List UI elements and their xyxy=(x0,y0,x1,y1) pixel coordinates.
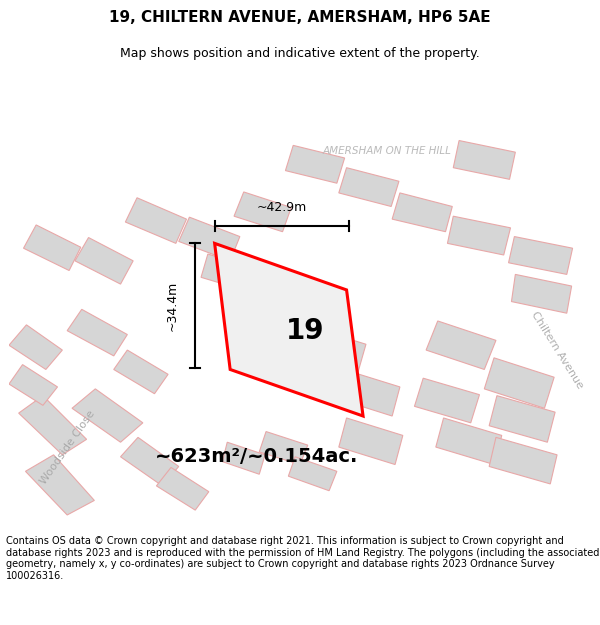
Polygon shape xyxy=(227,289,283,326)
Text: 19, CHILTERN AVENUE, AMERSHAM, HP6 5AE: 19, CHILTERN AVENUE, AMERSHAM, HP6 5AE xyxy=(109,9,491,24)
Polygon shape xyxy=(157,468,209,510)
Polygon shape xyxy=(75,238,133,284)
Polygon shape xyxy=(426,321,496,369)
Polygon shape xyxy=(339,418,403,464)
Polygon shape xyxy=(436,418,502,464)
Polygon shape xyxy=(273,306,326,343)
Polygon shape xyxy=(259,431,308,464)
Polygon shape xyxy=(453,141,515,179)
Polygon shape xyxy=(509,237,572,274)
Text: Map shows position and indicative extent of the property.: Map shows position and indicative extent… xyxy=(120,47,480,60)
Polygon shape xyxy=(223,442,265,474)
Polygon shape xyxy=(289,457,337,491)
Polygon shape xyxy=(415,378,479,423)
Polygon shape xyxy=(308,329,366,371)
Polygon shape xyxy=(337,369,400,416)
Text: AMERSHAM ON THE HILL: AMERSHAM ON THE HILL xyxy=(323,146,452,156)
Polygon shape xyxy=(25,455,94,515)
Polygon shape xyxy=(392,193,452,232)
Text: 19: 19 xyxy=(286,317,324,344)
Polygon shape xyxy=(179,217,240,261)
Text: ~34.4m: ~34.4m xyxy=(166,281,178,331)
Polygon shape xyxy=(67,309,127,356)
Polygon shape xyxy=(114,350,168,394)
Polygon shape xyxy=(9,364,58,406)
Text: Contains OS data © Crown copyright and database right 2021. This information is : Contains OS data © Crown copyright and d… xyxy=(6,536,599,581)
Polygon shape xyxy=(125,198,187,243)
Polygon shape xyxy=(23,225,81,271)
Polygon shape xyxy=(489,438,557,484)
Polygon shape xyxy=(448,216,511,255)
Polygon shape xyxy=(484,358,554,408)
Polygon shape xyxy=(9,325,62,369)
Polygon shape xyxy=(215,243,363,416)
Polygon shape xyxy=(19,396,86,455)
Polygon shape xyxy=(121,438,179,486)
Polygon shape xyxy=(339,168,399,206)
Polygon shape xyxy=(286,146,344,183)
Polygon shape xyxy=(234,192,291,232)
Polygon shape xyxy=(201,254,256,292)
Text: Woodside Close: Woodside Close xyxy=(38,408,97,486)
Text: ~42.9m: ~42.9m xyxy=(256,201,307,214)
Polygon shape xyxy=(72,389,143,442)
Polygon shape xyxy=(511,274,572,313)
Text: ~623m²/~0.154ac.: ~623m²/~0.154ac. xyxy=(155,448,358,466)
Polygon shape xyxy=(489,396,555,442)
Text: Chiltern Avenue: Chiltern Avenue xyxy=(529,309,585,391)
